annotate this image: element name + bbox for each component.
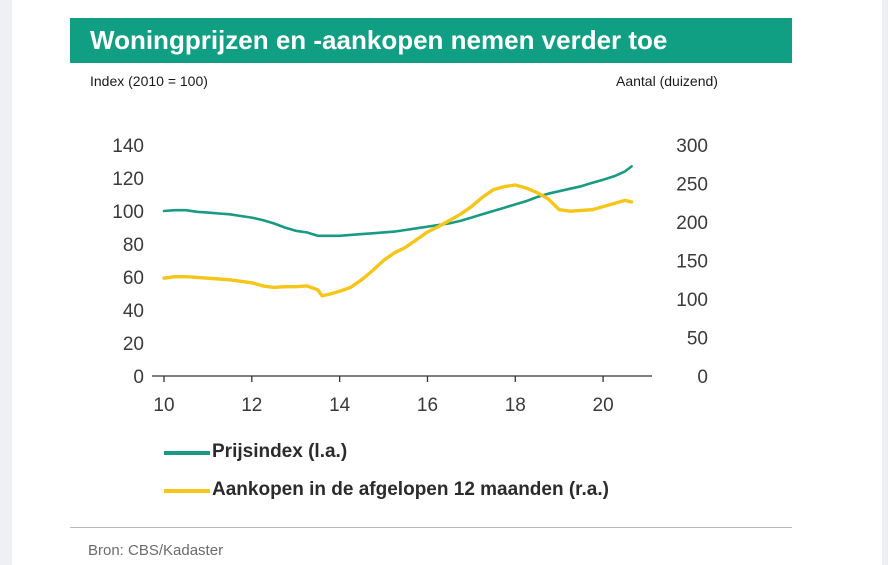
aankopen-line — [162, 183, 634, 298]
left-y-tick-label: 40 — [123, 301, 144, 322]
x-tick-label: 18 — [505, 395, 526, 416]
left-y-tick-label: 100 — [112, 202, 144, 223]
left-y-tick-label: 80 — [123, 235, 144, 256]
right-y-tick-label: 200 — [676, 213, 708, 234]
left-y-tick-label: 20 — [123, 334, 144, 355]
left-y-tick-label: 140 — [112, 136, 144, 157]
legend-label-aankopen: Aankopen in de afgelopen 12 maanden (r.a… — [212, 479, 609, 500]
right-y-tick-label: 100 — [676, 290, 708, 311]
chart-title: Woningprijzen en -aankopen nemen verder … — [90, 25, 668, 55]
x-tick-label: 14 — [329, 395, 351, 416]
x-tick-label: 12 — [241, 395, 262, 416]
title-banner: Woningprijzen en -aankopen nemen verder … — [70, 18, 792, 63]
x-tick-label: 20 — [593, 395, 614, 416]
right-background-strip — [882, 0, 888, 565]
prijsindex-line — [162, 165, 633, 238]
footer-divider — [70, 527, 792, 528]
right-y-tick-label: 250 — [676, 175, 708, 196]
right-axis-caption: Aantal (duizend) — [616, 73, 718, 89]
right-y-tick-label: 150 — [676, 252, 708, 273]
x-tick-label: 10 — [153, 395, 174, 416]
right-y-tick-label: 0 — [697, 367, 708, 388]
left-y-tick-label: 0 — [133, 367, 144, 388]
right-y-tick-label: 50 — [687, 329, 708, 350]
legend-swatch-prijsindex — [164, 451, 210, 455]
x-tick-label: 16 — [417, 395, 438, 416]
left-background-strip — [0, 0, 12, 565]
left-y-tick-label: 60 — [123, 268, 144, 289]
legend-swatch-aankopen — [164, 489, 210, 493]
left-y-tick-label: 120 — [112, 169, 144, 190]
source-note: Bron: CBS/Kadaster — [88, 542, 224, 559]
left-axis-caption: Index (2010 = 100) — [90, 73, 208, 89]
legend-label-prijsindex: Prijsindex (l.a.) — [212, 441, 348, 462]
right-y-tick-label: 300 — [676, 136, 708, 157]
